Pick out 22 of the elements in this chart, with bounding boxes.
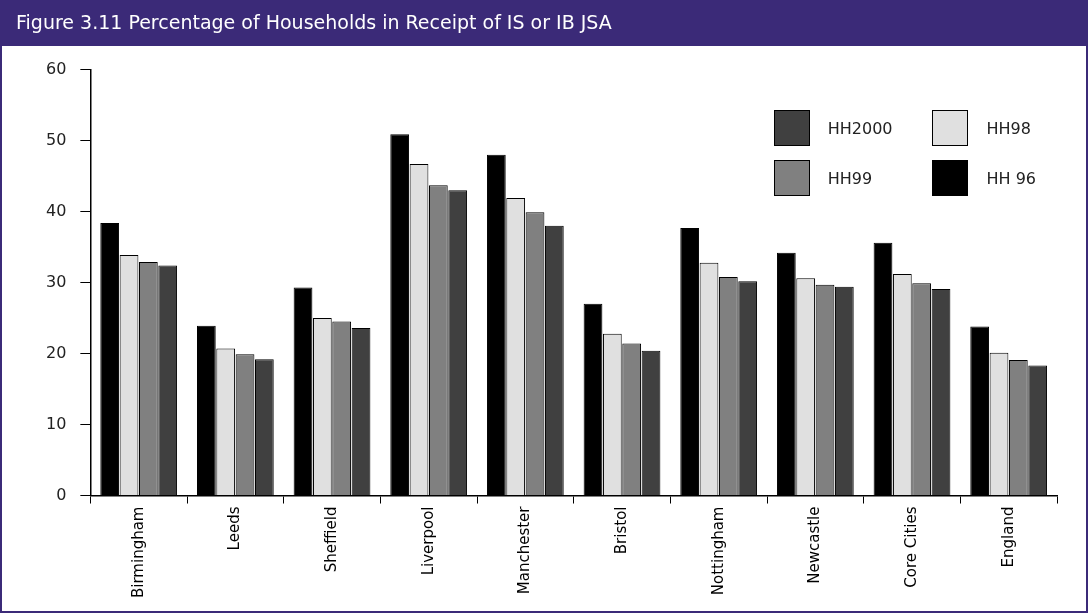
y-tick-label: 20 (46, 342, 67, 362)
chart-title: Figure 3.11 Percentage of Households in Receipt of IS or IB JSA (2, 0, 1086, 46)
x-tick-label: Manchester (515, 505, 534, 595)
legend-label: HH99 (827, 168, 873, 188)
y-tick-label: 0 (56, 484, 67, 504)
x-tick-label: Liverpool (418, 506, 437, 576)
y-tick-label: 30 (46, 271, 67, 291)
x-tick-label: Core Cities (901, 506, 920, 588)
x-tick-label: Leeds (225, 506, 244, 551)
y-tick-label: 40 (46, 200, 67, 220)
x-tick-label: Sheffield (321, 506, 340, 573)
y-tick-label: 60 (46, 58, 67, 78)
x-tick-label: Newcastle (805, 506, 824, 584)
x-tick-label: Nottingham (708, 506, 727, 596)
legend-label: HH 96 (986, 168, 1036, 188)
y-tick-label: 10 (46, 413, 67, 433)
x-tick-label: Birmingham (128, 506, 147, 598)
y-tick-label: 50 (46, 129, 67, 149)
x-tick-label: Bristol (611, 506, 630, 555)
x-tick-label: England (998, 506, 1017, 568)
legend-label: HH98 (986, 118, 1031, 138)
legend-label: HH2000 (827, 118, 893, 138)
